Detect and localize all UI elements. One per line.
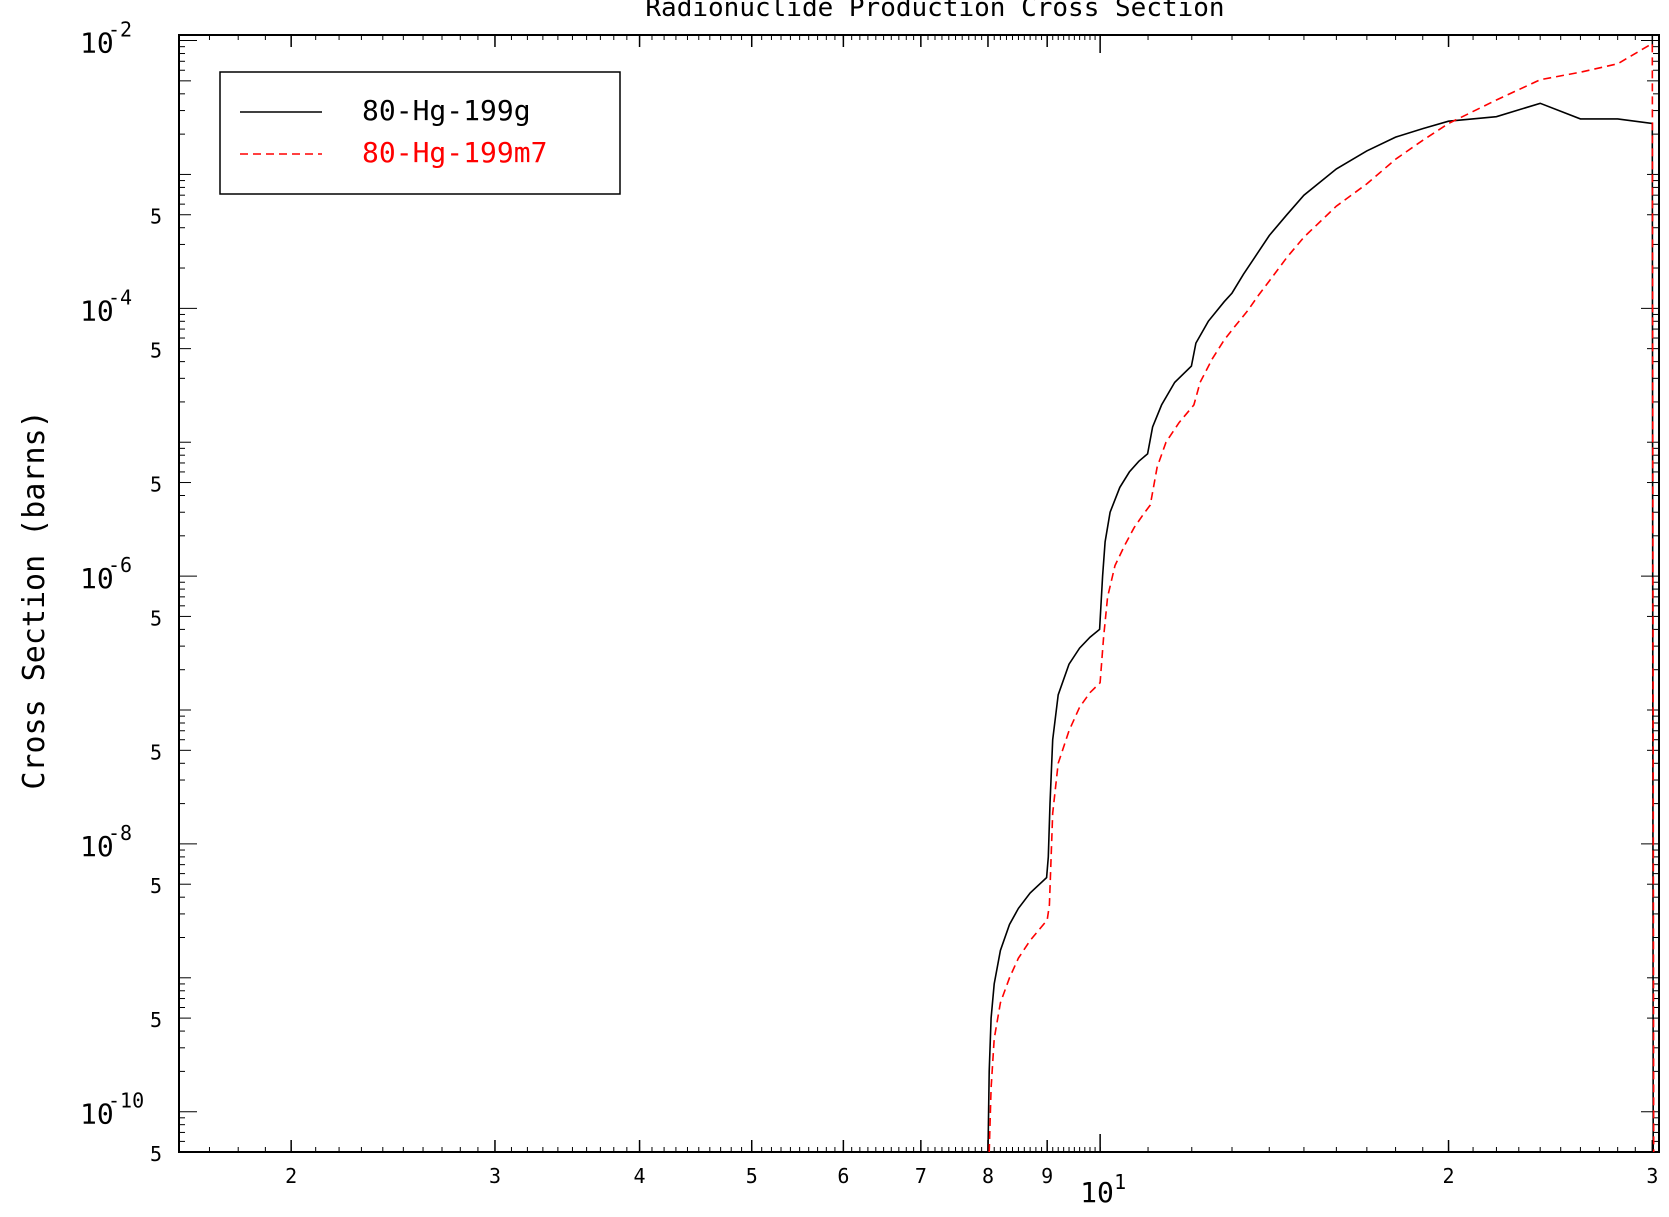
y-tick-exponent: -6 <box>108 553 132 577</box>
y-tick-label: 10 <box>80 562 114 595</box>
y-axis-label: Cross Section (barns) <box>17 410 52 789</box>
y-tick-label: 5 <box>150 1008 162 1032</box>
y-tick-label: 5 <box>150 740 162 764</box>
y-tick-exponent: -2 <box>108 18 132 42</box>
x-tick-label: 6 <box>837 1164 849 1188</box>
legend-label-80-hg-199m7: 80-Hg-199m7 <box>362 136 547 169</box>
y-tick-label: 5 <box>150 205 162 229</box>
x-tick-label: 3 <box>1646 1164 1658 1188</box>
x-tick-label: 3 <box>489 1164 501 1188</box>
y-tick-label: 5 <box>150 874 162 898</box>
series-layer <box>987 42 1655 1153</box>
chart-title: Radionuclide Production Cross Section <box>645 0 1224 23</box>
x-tick-label: 2 <box>285 1164 297 1188</box>
y-tick-label: 5 <box>150 1142 162 1166</box>
y-tick-label: 10 <box>80 830 114 863</box>
plot-frame <box>178 34 1660 1153</box>
y-tick-label: 5 <box>150 473 162 497</box>
x-tick-label: 10 <box>1080 1176 1114 1209</box>
x-tick-label: 7 <box>915 1164 927 1188</box>
y-tick-exponent: -8 <box>108 821 132 845</box>
x-tick-label: 4 <box>634 1164 646 1188</box>
y-tick-label: 10 <box>80 294 114 327</box>
x-axis-ticks: 2 3 4 5 6 7 8 9 10 1 2 3 <box>178 35 1658 1209</box>
y-tick-label: 10 <box>80 27 114 60</box>
x-tick-label: 2 <box>1443 1164 1455 1188</box>
y-tick-label: 10 <box>80 1098 114 1131</box>
x-tick-label: 5 <box>746 1164 758 1188</box>
legend-box <box>219 71 621 195</box>
x-tick-label: 8 <box>982 1164 994 1188</box>
series-line-80-hg-199m7 <box>988 42 1655 1153</box>
x-tick-exponent: 1 <box>1114 1170 1126 1194</box>
x-tick-label: 9 <box>1041 1164 1053 1188</box>
legend: 80-Hg-199g 80-Hg-199m7 <box>219 71 621 195</box>
series-line-80-hg-199g <box>987 102 1654 1153</box>
y-tick-label: 5 <box>150 339 162 363</box>
legend-label-80-hg-199g: 80-Hg-199g <box>362 94 531 127</box>
y-tick-exponent: -4 <box>108 285 132 309</box>
y-tick-exponent: -10 <box>108 1089 144 1113</box>
y-tick-label: 5 <box>150 606 162 630</box>
